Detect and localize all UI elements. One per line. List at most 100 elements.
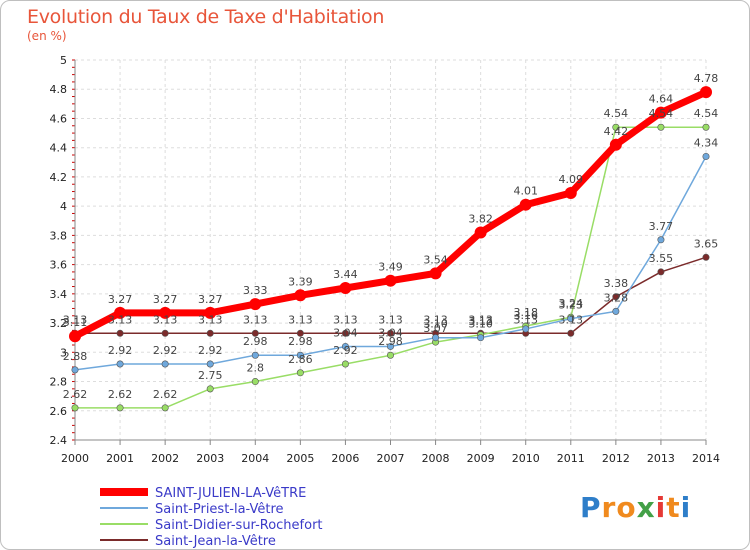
data-point xyxy=(386,351,394,359)
data-label: 2.98 xyxy=(378,335,403,348)
data-point xyxy=(159,306,172,319)
data-label: 2.98 xyxy=(288,335,313,348)
legend-label: Saint-Didier-sur-Rochefort xyxy=(155,518,323,533)
logo-letter: t xyxy=(666,491,681,524)
data-point xyxy=(71,366,79,374)
data-point xyxy=(249,298,262,311)
y-tick-label: 4.6 xyxy=(50,112,68,125)
data-label: 3.11 xyxy=(63,316,88,329)
data-label: 2.8 xyxy=(247,362,265,375)
data-labels: 3.11 3.27 3.27 3.27 3.33 3.39 3.44 3.49 3.54 3.82… xyxy=(63,72,719,401)
x-tick-label: 2005 xyxy=(286,452,314,465)
data-label: 3.13 xyxy=(63,313,88,326)
data-point xyxy=(204,306,217,319)
y-tick-label: 4 xyxy=(60,200,67,213)
data-point xyxy=(251,378,259,386)
data-point xyxy=(384,274,397,287)
data-label: 3.13 xyxy=(108,313,133,326)
data-point xyxy=(702,123,710,131)
data-point xyxy=(114,306,127,319)
data-point xyxy=(71,404,79,412)
logo-letter: r xyxy=(601,491,617,524)
y-tick-label: 3.2 xyxy=(50,317,68,330)
data-point xyxy=(612,307,620,315)
proxiti-logo: Proxiti xyxy=(580,491,691,524)
data-label: 3.12 xyxy=(468,315,493,328)
data-label: 3.04 xyxy=(378,326,403,339)
x-tick-label: 2007 xyxy=(377,452,405,465)
data-point xyxy=(116,329,124,337)
x-tick-label: 2004 xyxy=(241,452,269,465)
data-point xyxy=(702,152,710,160)
data-label: 3.13 xyxy=(423,313,448,326)
data-point xyxy=(341,360,349,368)
data-label: 3.13 xyxy=(468,313,493,326)
chart-title: Evolution du Taux de Taxe d'Habitation xyxy=(27,6,385,28)
data-label: 3.27 xyxy=(153,293,178,306)
data-label: 3.13 xyxy=(559,313,584,326)
data-label: 2.62 xyxy=(153,388,178,401)
x-tick-label: 2000 xyxy=(61,452,89,465)
data-point xyxy=(294,289,307,302)
data-point xyxy=(474,226,487,239)
data-label: 4.42 xyxy=(604,125,629,138)
data-label: 2.88 xyxy=(63,350,88,363)
y-tick-label: 2.8 xyxy=(50,376,68,389)
logo-letter: i xyxy=(680,491,692,524)
x-tick-label: 2014 xyxy=(692,452,720,465)
data-label: 3.54 xyxy=(423,253,448,266)
data-label: 3.10 xyxy=(468,318,493,331)
data-point xyxy=(567,315,575,323)
logo-letter: P xyxy=(580,491,602,524)
y-tick-label: 3 xyxy=(60,346,67,359)
data-label: 2.92 xyxy=(198,344,223,357)
x-tick-label: 2013 xyxy=(647,452,675,465)
data-point xyxy=(69,330,81,343)
data-label: 3.13 xyxy=(288,313,313,326)
chart-subtitle: (en %) xyxy=(27,29,67,43)
data-label: 3.13 xyxy=(513,313,538,326)
data-point xyxy=(386,342,394,350)
data-point xyxy=(654,106,667,119)
data-label: 3.27 xyxy=(198,293,223,306)
data-point xyxy=(432,334,440,342)
data-label: 3.10 xyxy=(423,318,448,331)
data-point xyxy=(251,351,259,359)
data-point xyxy=(161,404,169,412)
data-point xyxy=(612,123,620,131)
data-point xyxy=(657,236,665,244)
logo-letter: i xyxy=(655,491,667,524)
y-tick-label: 3.4 xyxy=(50,288,68,301)
y-tick-label: 4.8 xyxy=(50,83,68,96)
y-tick-label: 4.4 xyxy=(50,142,68,155)
data-label: 4.34 xyxy=(694,136,719,149)
legend-label: SAINT-JULIEN-LA-VêTRE xyxy=(155,486,306,501)
x-tick-label: 2001 xyxy=(106,452,134,465)
data-label: 3.38 xyxy=(604,277,629,290)
data-point xyxy=(522,325,530,333)
y-tick-label: 3.8 xyxy=(50,229,68,242)
logo-letter: x xyxy=(636,491,656,524)
data-label: 3.13 xyxy=(153,313,178,326)
legend: SAINT-JULIEN-LA-VêTRESaint-Priest-la-Vêt… xyxy=(100,486,323,549)
data-point xyxy=(251,329,259,337)
data-label: 3.18 xyxy=(513,306,538,319)
data-label: 3.16 xyxy=(513,309,538,322)
x-tick-label: 2006 xyxy=(331,452,359,465)
x-tick-label: 2009 xyxy=(467,452,495,465)
legend-label: Saint-Priest-la-Vêtre xyxy=(155,502,284,517)
data-label: 3.77 xyxy=(649,220,674,233)
data-label: 4.54 xyxy=(604,107,629,120)
data-point xyxy=(116,360,124,368)
data-label: 4.01 xyxy=(513,185,538,198)
data-point xyxy=(519,198,532,211)
data-point xyxy=(657,123,665,131)
data-point xyxy=(609,138,622,151)
data-point xyxy=(341,342,349,350)
data-point xyxy=(206,360,214,368)
y-tick-label: 3.6 xyxy=(50,259,68,272)
data-label: 3.65 xyxy=(694,237,719,250)
data-point xyxy=(564,187,577,199)
data-label: 3.49 xyxy=(378,261,403,274)
